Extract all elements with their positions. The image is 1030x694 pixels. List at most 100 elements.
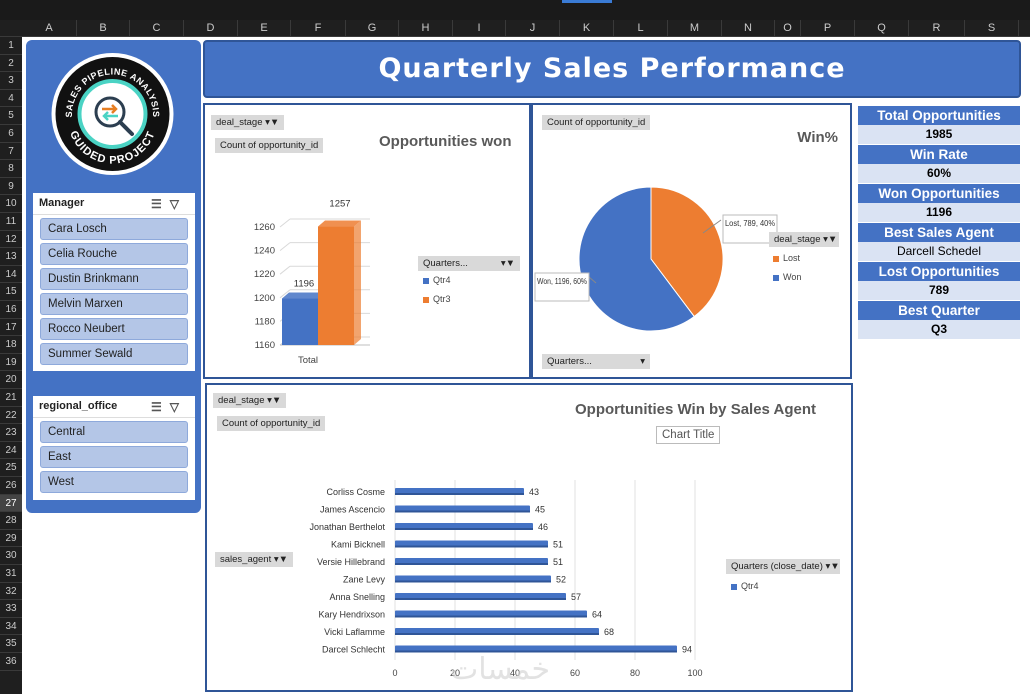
column-header[interactable]: R [909,20,965,37]
legend-field-button[interactable]: deal_stage ▾▼ [769,232,839,247]
row-header[interactable]: 15 [0,283,22,301]
axis-field-button[interactable]: sales_agent ▾▼ [215,552,294,567]
legend-field-button[interactable]: Quarters... ▾▼ [418,256,520,271]
win-by-agent-chart[interactable]: deal_stage ▾▼ Count of opportunity_id Op… [205,383,853,692]
row-header[interactable]: 16 [0,301,22,319]
agent-bar-shadow [395,633,599,635]
row-header[interactable]: 30 [0,547,22,565]
row-header[interactable]: 18 [0,336,22,354]
column-header[interactable]: I [453,20,506,37]
slicer-item[interactable]: West [40,471,188,493]
column-header[interactable]: L [614,20,668,37]
column-header[interactable]: N [722,20,775,37]
slicer-item[interactable]: Cara Losch [40,218,188,240]
agent-bar-shadow [395,528,533,530]
row-header[interactable]: 11 [0,213,22,231]
column-header[interactable]: A [22,20,77,37]
deal-stage-filter-button[interactable]: deal_stage ▾▼ [211,115,285,130]
row-header[interactable]: 22 [0,407,22,425]
row-header[interactable]: 1 [0,37,22,55]
row-header[interactable]: 8 [0,160,22,178]
column-header[interactable]: B [77,20,130,37]
slicer-item[interactable]: East [40,446,188,468]
multi-select-icon[interactable]: ☰ [151,197,170,211]
row-header[interactable]: 5 [0,107,22,125]
row-header[interactable]: 34 [0,618,22,636]
row-header[interactable]: 17 [0,319,22,337]
column-header[interactable]: Q [855,20,909,37]
column-header[interactable]: G [346,20,399,37]
deal-stage-filter-button[interactable]: deal_stage ▾▼ [213,393,287,408]
chart-title-placeholder[interactable]: Chart Title [656,426,721,444]
chart3-plot: 0 20 40 60 80 100 Corliss Cosme 43 James Ascenci… [309,480,703,678]
x-category-label: Total [298,355,318,366]
column-header[interactable]: H [399,20,453,37]
column-header[interactable]: O [775,20,801,37]
slicer-item[interactable]: Melvin Marxen [40,293,188,315]
slicer-item[interactable]: Dustin Brinkmann [40,268,188,290]
data-label: 52 [556,575,566,585]
legend-field-button[interactable]: Quarters (close_date) ▾▼ [726,559,840,574]
row-header[interactable]: 19 [0,354,22,372]
column-header[interactable]: F [291,20,346,37]
multi-select-icon[interactable]: ☰ [151,400,170,414]
row-header[interactable]: 7 [0,143,22,161]
chart3-title: Opportunities Win by Sales Agent [575,401,816,418]
bar-top [318,220,361,227]
row-header[interactable]: 32 [0,583,22,601]
legend-item[interactable]: Lost [773,253,800,263]
legend-swatch [773,255,779,262]
row-header[interactable]: 25 [0,459,22,477]
row-header[interactable]: 29 [0,530,22,548]
row-header[interactable]: 28 [0,512,22,530]
column-header[interactable]: P [801,20,855,37]
value-field-button[interactable]: Count of opportunity_id [542,115,651,130]
row-header[interactable]: 14 [0,266,22,284]
slicer-item[interactable]: Celia Rouche [40,243,188,265]
row-header[interactable]: 2 [0,55,22,73]
row-header[interactable]: 36 [0,653,22,671]
column-header[interactable]: E [238,20,291,37]
column-header[interactable]: S [965,20,1019,37]
legend-item[interactable]: Qtr4 [423,275,451,285]
column-header[interactable]: C [130,20,184,37]
row-header[interactable]: 35 [0,635,22,653]
column-header[interactable]: K [560,20,614,37]
row-header[interactable]: 27 [0,494,22,513]
axis-field-button[interactable]: Quarters... ▾ [542,354,650,369]
win-percent-chart[interactable]: Count of opportunity_id Win% Lost, 789, … [531,103,852,379]
value-field-button[interactable]: Count of opportunity_id [217,416,326,431]
slicer-item[interactable]: Rocco Neubert [40,318,188,340]
row-header[interactable]: 24 [0,442,22,460]
clear-filter-icon[interactable]: ▽ [169,400,187,414]
clear-filter-icon[interactable]: ▽ [169,197,187,211]
row-header[interactable]: 33 [0,600,22,618]
category-label: Corliss Cosme [326,487,385,497]
slicer-item[interactable]: Summer Sewald [40,343,188,365]
row-header[interactable]: 20 [0,371,22,389]
value-field-button[interactable]: Count of opportunity_id [215,138,324,153]
legend-item[interactable]: Qtr3 [423,294,451,304]
row-header[interactable]: 23 [0,424,22,442]
row-header[interactable]: 12 [0,231,22,249]
row-header[interactable]: 26 [0,477,22,495]
data-label: 68 [604,627,614,637]
row-header[interactable]: 9 [0,178,22,196]
office-slicer-header: regional_office ☰▽ [33,396,195,418]
column-header[interactable]: J [506,20,560,37]
row-header[interactable]: 4 [0,90,22,108]
row-header[interactable]: 3 [0,72,22,90]
row-header[interactable]: 6 [0,125,22,143]
row-header[interactable]: 10 [0,195,22,213]
column-header[interactable]: D [184,20,238,37]
slicer-item[interactable]: Central [40,421,188,443]
legend-item[interactable]: Qtr4 [731,581,759,591]
row-header[interactable]: 31 [0,565,22,583]
row-header[interactable]: 13 [0,248,22,266]
agent-bar-shadow [395,580,551,583]
x-tick-label: 40 [510,668,520,678]
row-header[interactable]: 21 [0,389,22,407]
opportunities-won-chart[interactable]: deal_stage ▾▼ Count of opportunity_id Op… [203,103,531,379]
column-header[interactable]: M [668,20,722,37]
legend-item[interactable]: Won [773,272,801,282]
